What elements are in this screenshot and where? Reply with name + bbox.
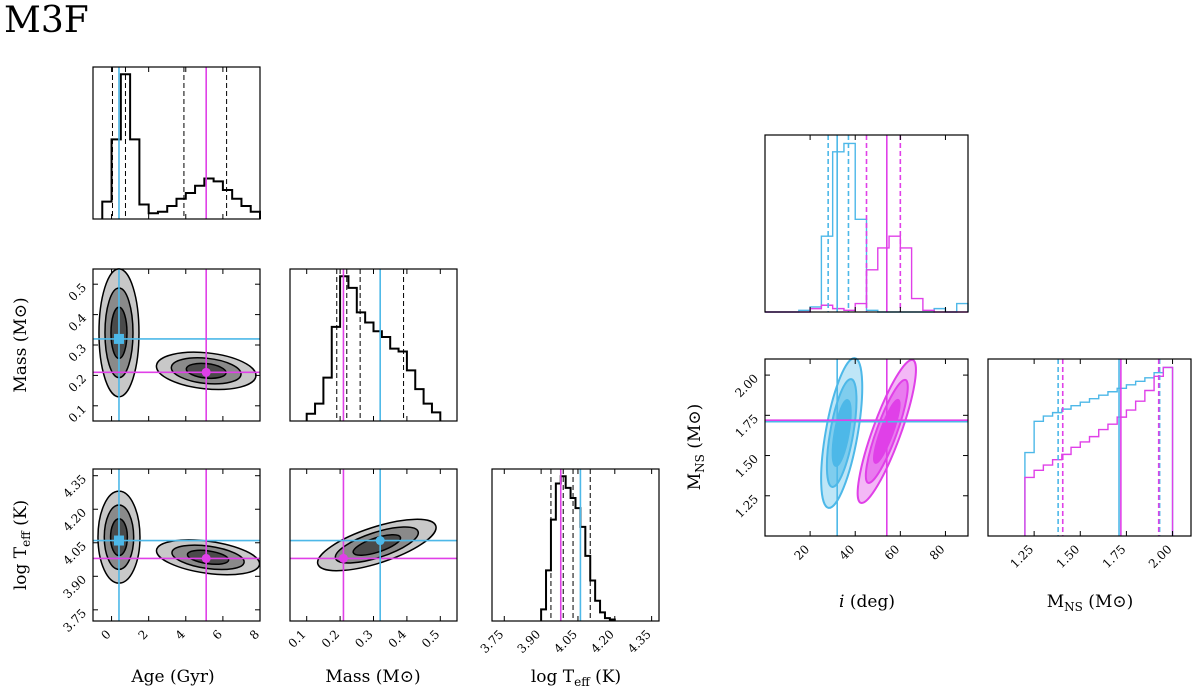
inc-mns-x-tick-label: 20 bbox=[792, 542, 813, 563]
age-logt-marker-magenta bbox=[201, 553, 211, 563]
logt-hist-x-tick-label: 3.75 bbox=[478, 627, 507, 656]
age-logt-y-tick-label: 4.05 bbox=[60, 539, 89, 568]
ylabel-mns: MNS (M⊙) bbox=[685, 404, 707, 490]
age-logt-x-tick-label: 0 bbox=[98, 627, 113, 642]
age-logt-y-tick-label: 3.75 bbox=[60, 606, 89, 635]
mns-hist-x-tick-label: 1.75 bbox=[1100, 542, 1129, 571]
age-mass-marker-magenta bbox=[201, 367, 211, 377]
logt-hist-x-tick-label: 4.05 bbox=[551, 627, 580, 656]
panel-logt-hist bbox=[491, 468, 660, 622]
inc-mns-x-tick-label: 60 bbox=[882, 542, 903, 563]
age-logt-marker-cyan bbox=[113, 535, 124, 546]
mass-logt-x-tick-label: 0.1 bbox=[285, 627, 308, 650]
mass-logt-x-tick-label: 0.4 bbox=[386, 627, 410, 651]
ylabel-mass: Mass (M⊙) bbox=[11, 297, 31, 392]
panel-age-logt bbox=[92, 468, 261, 622]
mns-hist-x-tick-label: 1.25 bbox=[1007, 542, 1036, 571]
hist-mass bbox=[305, 275, 442, 421]
xlabel-mns: MNS (M⊙) bbox=[1047, 592, 1133, 614]
mass-logt-marker-magenta bbox=[338, 553, 348, 563]
panel-mns-hist bbox=[987, 358, 1192, 537]
panel-mass-hist bbox=[289, 268, 458, 422]
xlabel-logt: log Teff (K) bbox=[531, 667, 621, 689]
age-mass-y-tick-label: 0.1 bbox=[66, 402, 89, 425]
inc-mns-y-tick-label: 1.25 bbox=[732, 492, 761, 521]
inc-mns-y-tick-label: 1.75 bbox=[732, 412, 761, 441]
age-mass-y-tick-label: 0.5 bbox=[66, 280, 89, 303]
xlabel-inc: i (deg) bbox=[839, 592, 895, 612]
age-mass-y-tick-label: 0.2 bbox=[66, 372, 89, 395]
inc-mns-x-tick-label: 80 bbox=[927, 542, 948, 563]
age-mass-marker-cyan bbox=[113, 333, 124, 344]
mns-hist-x-tick-label: 2.00 bbox=[1146, 542, 1175, 571]
age-mass-y-tick-label: 0.4 bbox=[66, 311, 90, 335]
panel-inc-mns bbox=[764, 358, 969, 537]
mass-logt-x-tick-label: 0.3 bbox=[352, 627, 375, 650]
inc-mns-x-tick-label: 40 bbox=[837, 542, 858, 563]
ylabel-logt: log Teff (K) bbox=[11, 500, 33, 590]
age-logt-x-tick-label: 4 bbox=[173, 627, 189, 643]
mass-logt-marker-cyan bbox=[375, 536, 385, 546]
xlabel-mass: Mass (M⊙) bbox=[325, 667, 420, 687]
hist-mns-cyan bbox=[1024, 366, 1174, 536]
mns-hist-x-tick-label: 1.50 bbox=[1054, 542, 1083, 571]
hist-age bbox=[101, 73, 261, 219]
panel-inc-hist bbox=[764, 134, 969, 313]
age-logt-y-tick-label: 4.35 bbox=[60, 472, 89, 501]
logt-hist-x-tick-label: 3.90 bbox=[514, 627, 543, 656]
logt-hist-x-tick-label: 4.35 bbox=[625, 627, 654, 656]
xlabel-age: Age (Gyr) bbox=[130, 667, 214, 687]
inc-mns-y-tick-label: 1.50 bbox=[732, 452, 761, 481]
logt-hist-x-tick-label: 4.20 bbox=[588, 627, 617, 656]
age-logt-x-tick-label: 8 bbox=[247, 627, 262, 642]
inc-mns-y-tick-label: 2.00 bbox=[732, 371, 761, 400]
mass-logt-x-tick-label: 0.2 bbox=[319, 627, 342, 650]
hist-logt bbox=[540, 475, 616, 621]
panel-age-hist bbox=[92, 66, 261, 220]
age-logt-y-tick-label: 4.20 bbox=[60, 505, 89, 534]
age-logt-y-tick-label: 3.90 bbox=[60, 573, 89, 602]
mass-logt-x-tick-label: 0.5 bbox=[419, 627, 442, 650]
hist-mns-magenta bbox=[1024, 366, 1174, 536]
age-mass-y-tick-label: 0.3 bbox=[66, 341, 89, 364]
age-logt-x-tick-label: 6 bbox=[210, 627, 225, 642]
age-logt-x-tick-label: 2 bbox=[135, 627, 150, 642]
figure-title: M3F bbox=[4, 0, 89, 41]
